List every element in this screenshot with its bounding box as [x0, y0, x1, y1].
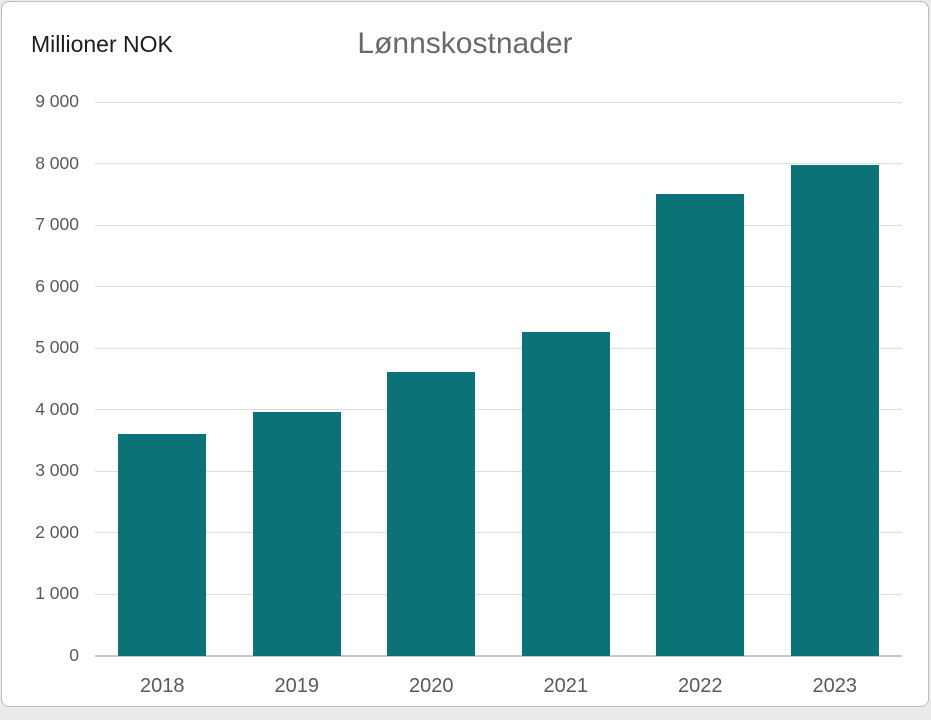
- gridline: [95, 101, 902, 103]
- y-tick-label: 1 000: [35, 583, 79, 604]
- bar-2022: [656, 194, 745, 656]
- y-axis-unit-label: Millioner NOK: [31, 31, 173, 57]
- gridline: [95, 286, 902, 288]
- x-tick-label: 2019: [274, 675, 320, 697]
- chart-title: Lønnskostnader: [357, 27, 573, 60]
- x-tick-label: 2021: [543, 675, 589, 697]
- x-tick-label: 2022: [678, 675, 723, 697]
- bar-2018: [118, 434, 207, 656]
- y-tick-label: 2 000: [35, 521, 79, 542]
- y-tick-label: 8 000: [35, 152, 79, 173]
- y-tick-label: 5 000: [35, 337, 79, 358]
- y-tick-label: 4 000: [35, 398, 79, 419]
- gridline: [95, 409, 902, 411]
- bar-2023: [790, 164, 879, 656]
- x-tick-label: 2018: [140, 675, 185, 697]
- gridline: [95, 593, 902, 595]
- gridline: [95, 224, 902, 226]
- gridline: [95, 163, 902, 165]
- y-tick-label: 3 000: [35, 460, 79, 481]
- y-tick-label: 6 000: [35, 275, 79, 296]
- x-axis-line: [95, 655, 902, 657]
- bar-2021: [521, 332, 610, 656]
- gridline: [95, 347, 902, 349]
- gridline: [95, 532, 902, 534]
- x-tick-label: 2020: [409, 675, 454, 697]
- chart-card: Millioner NOK Lønnskostnader 0 1 000 2 000…: [1, 1, 929, 707]
- bar-2019: [252, 412, 341, 656]
- bar-2020: [387, 372, 476, 656]
- x-tick-label: 2023: [812, 675, 858, 697]
- y-tick-label: 7 000: [35, 214, 79, 235]
- gridline: [95, 470, 902, 472]
- y-tick-label: 0: [69, 645, 79, 665]
- y-tick-label: 9 000: [35, 91, 79, 111]
